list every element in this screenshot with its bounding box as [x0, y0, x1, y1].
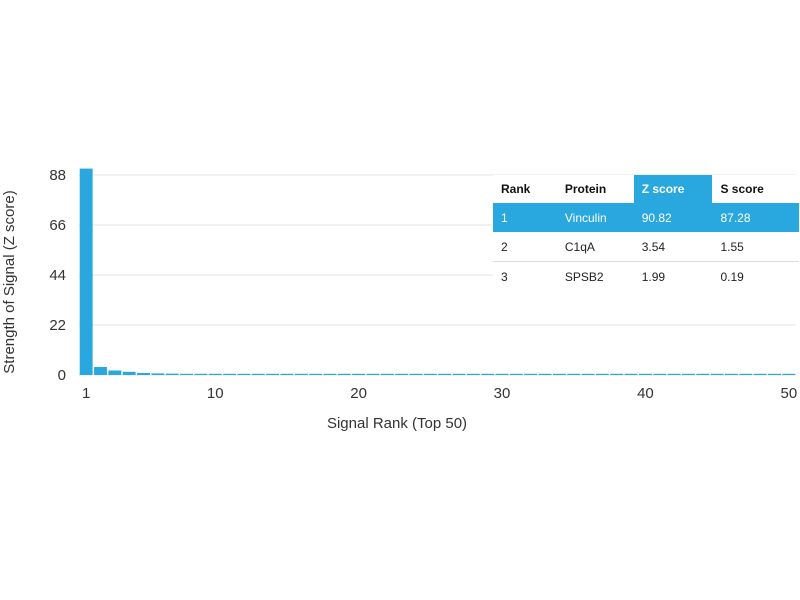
bar-rank-4	[122, 371, 136, 375]
bar-rank-3	[108, 370, 122, 375]
bar-rank-1	[79, 168, 93, 375]
bar-rank-24	[409, 373, 423, 375]
bar-rank-11	[223, 373, 237, 375]
bar-rank-42	[667, 373, 681, 375]
bar-rank-2	[94, 366, 107, 375]
cell-rank: 3	[501, 269, 508, 284]
cell-z-score: 3.54	[633, 232, 713, 262]
y-tick-label: 66	[49, 217, 66, 234]
cell-z-score: 1.99	[641, 269, 666, 284]
header-rank: Rank	[501, 182, 531, 196]
x-tick-label: 30	[494, 385, 511, 402]
table-row: 1 Vinculin 90.82 87.28	[493, 203, 799, 232]
bar-rank-44	[696, 373, 710, 375]
x-tick-label: 20	[350, 385, 367, 402]
bar-rank-30	[495, 373, 509, 375]
bar-rank-40	[638, 373, 652, 375]
bar-rank-19	[337, 373, 351, 375]
bar-rank-48	[753, 373, 767, 375]
cell-s-score: 0.19	[720, 269, 744, 284]
bars	[79, 168, 796, 375]
bar-rank-37	[595, 373, 609, 375]
bar-rank-50	[782, 373, 796, 375]
y-tick-label: 0	[58, 367, 66, 384]
bar-rank-20	[352, 373, 366, 375]
y-tick-label: 44	[49, 267, 66, 284]
bar-rank-35	[567, 373, 581, 375]
cell-z-score: 90.82	[633, 203, 713, 232]
bar-rank-23	[395, 373, 409, 375]
y-tick-label: 88	[49, 167, 66, 184]
bar-rank-38	[610, 373, 624, 375]
bar-rank-17	[309, 373, 323, 375]
bar-rank-39	[624, 373, 638, 375]
bar-rank-7	[165, 373, 179, 375]
bar-rank-25	[423, 373, 437, 375]
bar-rank-49	[768, 373, 781, 375]
bar-rank-29	[481, 373, 495, 375]
cell-protein: SPSB2	[564, 269, 604, 284]
x-tick-labels: 1 10 20 30 40 50	[82, 385, 797, 402]
y-tick-label: 22	[49, 317, 66, 334]
bar-rank-27	[452, 373, 466, 375]
bar-rank-28	[466, 373, 480, 375]
bar-rank-18	[323, 373, 337, 375]
x-tick-label: 1	[82, 385, 90, 402]
cell-rank: 1	[493, 203, 557, 232]
bar-rank-21	[366, 373, 380, 375]
bar-rank-8	[180, 373, 194, 375]
signal-rank-table: Rank Protein Z score S score 1 Vinculin …	[493, 175, 799, 291]
bar-rank-31	[509, 373, 523, 375]
x-tick-label: 50	[780, 385, 797, 402]
bar-rank-36	[581, 373, 595, 375]
bar-rank-41	[653, 373, 667, 375]
bar-rank-9	[194, 373, 208, 375]
bar-rank-33	[538, 373, 552, 375]
table-row: 3 SPSB2 1.99 0.19	[493, 262, 799, 292]
bar-rank-15	[280, 373, 294, 375]
cell-s-score: 87.28	[712, 203, 799, 232]
header-protein: Protein	[564, 182, 607, 196]
bar-rank-22	[380, 373, 394, 375]
bar-rank-34	[552, 373, 566, 375]
cell-protein: Vinculin	[556, 203, 634, 232]
bar-rank-32	[524, 373, 538, 375]
cell-rank: 2	[493, 232, 557, 262]
cell-s-score: 1.55	[712, 232, 799, 262]
y-tick-labels: 0 22 44 66 88	[49, 167, 66, 384]
bar-rank-26	[438, 373, 452, 375]
bar-rank-6	[151, 373, 165, 375]
x-axis-title: Signal Rank (Top 50)	[327, 415, 467, 432]
bar-rank-12	[237, 373, 251, 375]
cell-protein: C1qA	[556, 232, 634, 262]
bar-rank-13	[251, 373, 265, 375]
header-z-score: Z score	[633, 175, 713, 203]
bar-rank-10	[208, 373, 222, 375]
bar-rank-43	[681, 373, 695, 375]
x-tick-label: 10	[207, 385, 224, 402]
header-s-score: S score	[720, 182, 764, 196]
bar-rank-16	[294, 373, 308, 375]
bar-rank-5	[137, 372, 150, 375]
bar-rank-47	[739, 373, 753, 375]
bar-rank-45	[710, 373, 724, 375]
x-tick-label: 40	[637, 385, 654, 402]
bar-rank-14	[266, 373, 280, 375]
bar-rank-46	[725, 373, 738, 375]
table-header-row: Rank Protein Z score S score	[493, 175, 799, 203]
table-row: 2 C1qA 3.54 1.55	[493, 232, 799, 262]
y-axis-title: Strength of Signal (Z score)	[1, 190, 18, 373]
